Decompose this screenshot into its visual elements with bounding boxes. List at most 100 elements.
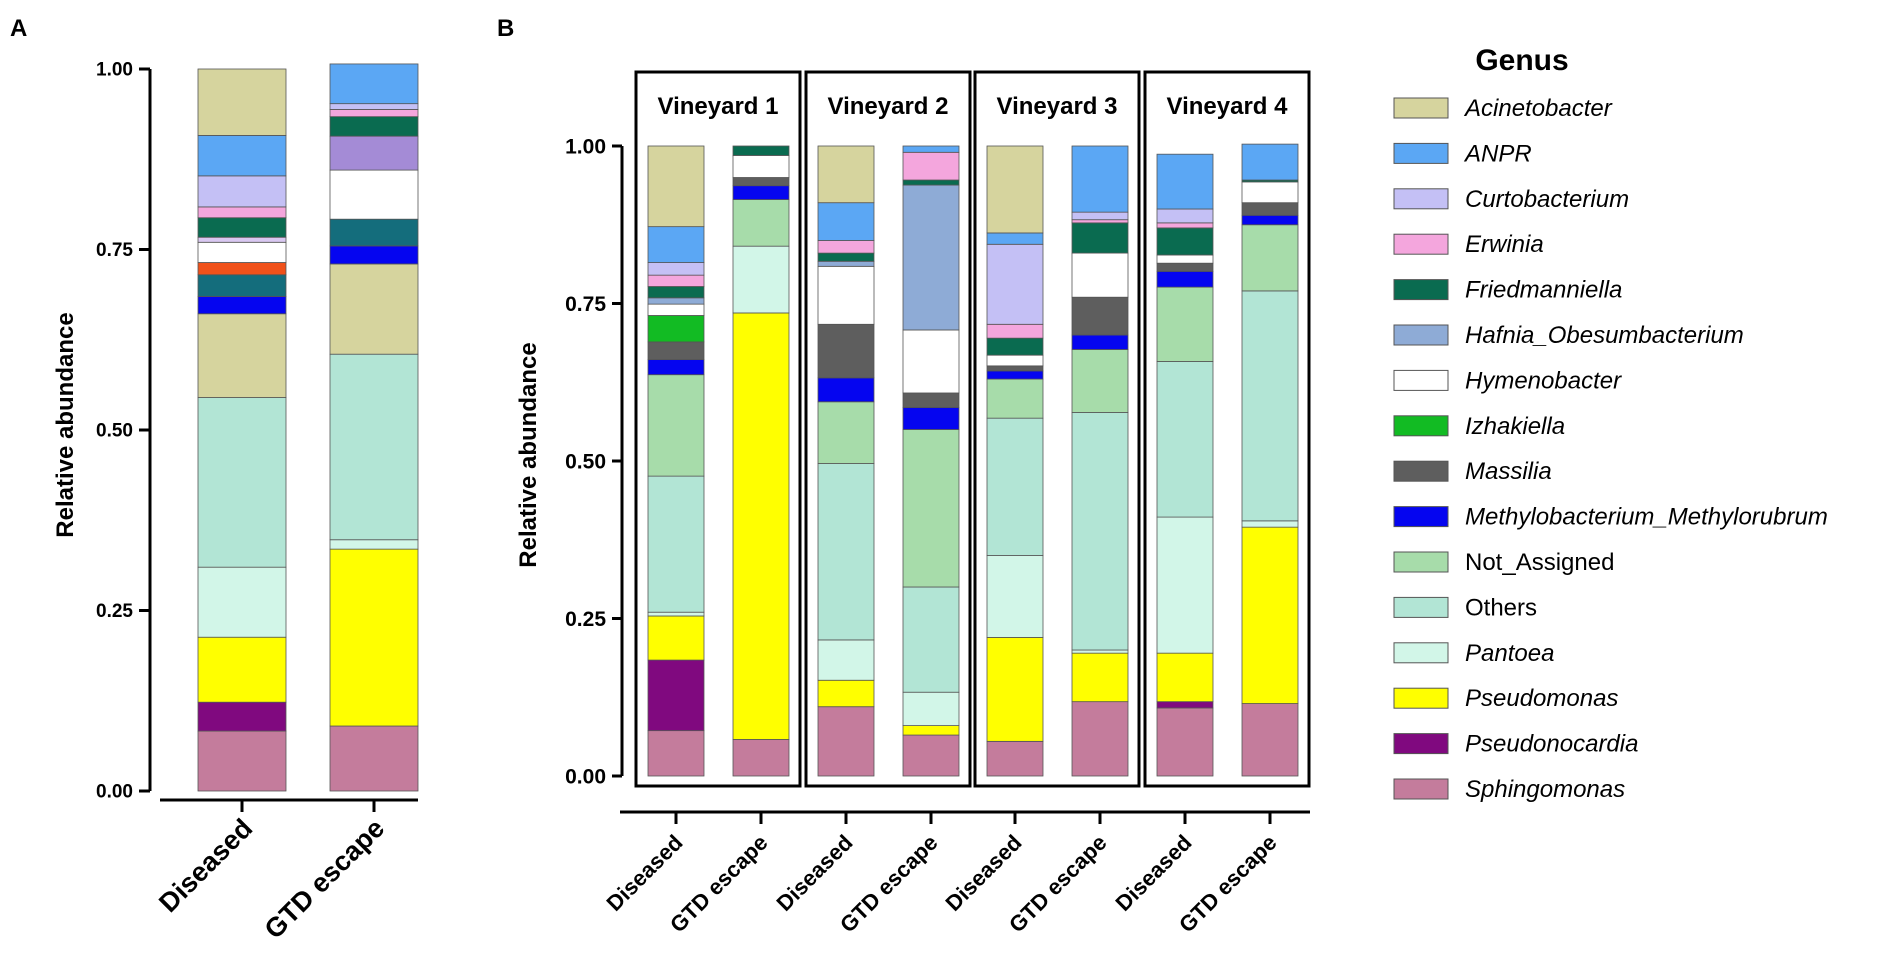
y-tick-label: 0.75 bbox=[565, 293, 606, 316]
panel-a-bar-1-seg-others bbox=[329, 353, 419, 541]
panel-b-bar-6-seg-anpr bbox=[1156, 153, 1214, 210]
legend-label-hafnia-obesumbacterium: Hafnia_Obesumbacterium bbox=[1465, 322, 1744, 349]
panel-b-bars bbox=[647, 143, 1299, 777]
panel-b-bar-6-seg-methylobacterium-methylorubrum bbox=[1156, 270, 1214, 288]
panel-b-bar-0-seg-others bbox=[647, 475, 705, 613]
legend-swatch-erwinia bbox=[1393, 233, 1449, 255]
panel-b-bar-1-seg-pantoea bbox=[732, 245, 790, 314]
panel-b-bar-2-seg-sphingomonas bbox=[817, 706, 875, 777]
legend-swatch-curtobacterium bbox=[1393, 188, 1449, 210]
panel-b-bar-0-seg-friedmanniella bbox=[647, 286, 705, 299]
panel-b-bar-1-seg-not-assigned bbox=[732, 199, 790, 247]
panel-b-bar-5-seg-pantoea bbox=[1071, 649, 1129, 654]
panel-a-bar-1-seg-methylobacterium-methylorubrum bbox=[329, 245, 419, 265]
legend-label-erwinia: Erwinia bbox=[1465, 231, 1544, 258]
panel-b-bar-4-seg-friedmanniella bbox=[986, 337, 1044, 356]
panel-b-bar-0-seg-hymenobacter bbox=[647, 303, 705, 316]
panel-b-bar-0-seg-not-assigned bbox=[647, 374, 705, 477]
y-tick-label: 1.00 bbox=[96, 60, 133, 81]
panel-a-chart: Relative abundance 0.000.250.500.751.00 … bbox=[52, 60, 419, 945]
legend-swatch-hafnia-obesumbacterium bbox=[1393, 324, 1449, 346]
panel-a-bar-0-seg-acinetobacter bbox=[197, 68, 287, 136]
panel-b-bar-4-seg-curtobacterium bbox=[986, 243, 1044, 325]
panel-b-chart: Relative abundance 0.000.250.500.751.00 … bbox=[515, 70, 1311, 937]
panel-b-bar-4-seg-pantoea bbox=[986, 555, 1044, 638]
legend-label-methylobacterium-methylorubrum: Methylobacterium_Methylorubrum bbox=[1465, 504, 1828, 531]
panel-a-bar-0-seg-hymenobacter bbox=[197, 241, 287, 263]
legend-label-sphingomonas: Sphingomonas bbox=[1465, 776, 1625, 803]
panel-b-bar-2-seg-hafnia-obesumbacterium bbox=[817, 260, 875, 267]
vineyard-box-1 bbox=[634, 70, 802, 788]
panel-b-bar-2-seg-massilia bbox=[817, 323, 875, 379]
panel-b-bar-3-seg-methylobacterium-methylorubrum bbox=[902, 407, 960, 430]
vineyard-title-2: Vineyard 2 bbox=[828, 93, 949, 120]
panel-b-bar-3-seg-anpr bbox=[902, 145, 960, 153]
y-tick-label: 0.25 bbox=[565, 608, 606, 631]
vineyard-title-3: Vineyard 3 bbox=[997, 93, 1118, 120]
panel-a-bar-0-seg-other-teal bbox=[197, 274, 287, 297]
panel-a-x-label-diseased: Diseased bbox=[153, 813, 258, 918]
panel-b-bar-5-seg-methylobacterium-methylorubrum bbox=[1071, 334, 1129, 350]
panel-b-bar-0-seg-pseudomonas bbox=[647, 615, 705, 661]
legend-label-friedmanniella: Friedmanniella bbox=[1465, 277, 1622, 304]
panel-b-bar-5-seg-hymenobacter bbox=[1071, 252, 1129, 298]
panel-b-bar-7-seg-hymenobacter bbox=[1241, 181, 1299, 204]
panel-a-bar-0-seg-curtobacterium bbox=[197, 175, 287, 208]
panel-b-bar-7-seg-others bbox=[1241, 290, 1299, 522]
panel-b-bar-7-seg-pantoea bbox=[1241, 520, 1299, 528]
panel-b-y-axis: 0.00 0.25 0.50 0.75 1.00 bbox=[565, 135, 624, 788]
panel-b-bar-5-seg-sphingomonas bbox=[1071, 701, 1129, 777]
legend-swatch-pseudonocardia bbox=[1393, 733, 1449, 755]
panel-b-bar-0-seg-curtobacterium bbox=[647, 262, 705, 276]
y-tick-label: 0.50 bbox=[565, 450, 606, 473]
panel-a-y-axis: 0.00 0.25 0.50 0.75 1.00 bbox=[96, 60, 152, 803]
legend-swatch-friedmanniella bbox=[1393, 279, 1449, 301]
panel-b-bar-0-seg-massilia bbox=[647, 341, 705, 360]
panel-a-bar-1-seg-pantoea bbox=[329, 539, 419, 550]
panel-b-bar-2-seg-pseudomonas bbox=[817, 679, 875, 708]
panel-b-x-label-diseased-7: Diseased bbox=[1111, 830, 1197, 916]
panel-b-bar-5-seg-not-assigned bbox=[1071, 349, 1129, 413]
panel-b-bar-7-seg-methylobacterium-methylorubrum bbox=[1241, 214, 1299, 226]
panel-a-bar-0-seg-sphingomonas bbox=[197, 730, 287, 792]
panel-b-bar-3-seg-others bbox=[902, 586, 960, 693]
legend-label-izhakiella: Izhakiella bbox=[1465, 413, 1565, 440]
vineyard-box-3 bbox=[973, 70, 1141, 788]
panel-b-y-axis-label: Relative abundance bbox=[515, 342, 542, 567]
legend-swatch-massilia bbox=[1393, 460, 1449, 482]
panel-a-bars bbox=[197, 63, 419, 792]
panel-b-bar-2-seg-pantoea bbox=[817, 639, 875, 681]
panel-a-bar-0-seg-other-lightpurple bbox=[197, 236, 287, 243]
vineyard-box-4 bbox=[1143, 70, 1311, 788]
y-tick-label: 0.50 bbox=[96, 421, 133, 442]
panel-b-x-label-diseased-5: Diseased bbox=[941, 830, 1027, 916]
panel-b-x-label-diseased-3: Diseased bbox=[772, 830, 858, 916]
panel-b-bar-3-seg-hafnia-obesumbacterium bbox=[902, 184, 960, 331]
panel-b-bar-3-seg-pantoea bbox=[902, 691, 960, 727]
panel-b-bar-2-seg-hymenobacter bbox=[817, 265, 875, 325]
panel-b-bar-0-seg-pantoea bbox=[647, 611, 705, 617]
panel-b-bar-3-seg-massilia bbox=[902, 392, 960, 408]
y-tick-label: 0.00 bbox=[565, 765, 606, 788]
panel-a-bar-1-seg-hymenobacter bbox=[329, 169, 419, 220]
legend-label-curtobacterium: Curtobacterium bbox=[1465, 186, 1629, 213]
panel-b-bar-2-seg-not-assigned bbox=[817, 401, 875, 464]
panel-b-bar-7-seg-not-assigned bbox=[1241, 224, 1299, 292]
panel-b-bar-4-seg-hymenobacter bbox=[986, 354, 1044, 367]
panel-b-bar-3-seg-not-assigned bbox=[902, 429, 960, 588]
panel-b-bar-6-seg-sphingomonas bbox=[1156, 707, 1214, 777]
panel-b-bar-1-seg-pseudomonas bbox=[732, 312, 790, 740]
panel-b-bar-0-seg-sphingomonas bbox=[647, 730, 705, 777]
panel-a-bar-0-seg-friedmanniella bbox=[197, 217, 287, 238]
panel-b-bar-4-seg-erwinia bbox=[986, 323, 1044, 339]
panel-b-bar-3-seg-pseudomonas bbox=[902, 725, 960, 736]
legend-label-pseudomonas: Pseudomonas bbox=[1465, 685, 1618, 712]
panel-b-bar-1-seg-massilia bbox=[732, 177, 790, 187]
y-tick-label: 0.25 bbox=[96, 601, 133, 622]
panel-b-bar-4-seg-others bbox=[986, 417, 1044, 556]
panel-a-bar-0-seg-other-orange bbox=[197, 262, 287, 276]
panel-b-bar-0-seg-acinetobacter bbox=[647, 145, 705, 228]
panel-b-bar-4-seg-pseudomonas bbox=[986, 637, 1044, 742]
panel-a-bar-0-seg-acinetobacter bbox=[197, 313, 287, 398]
